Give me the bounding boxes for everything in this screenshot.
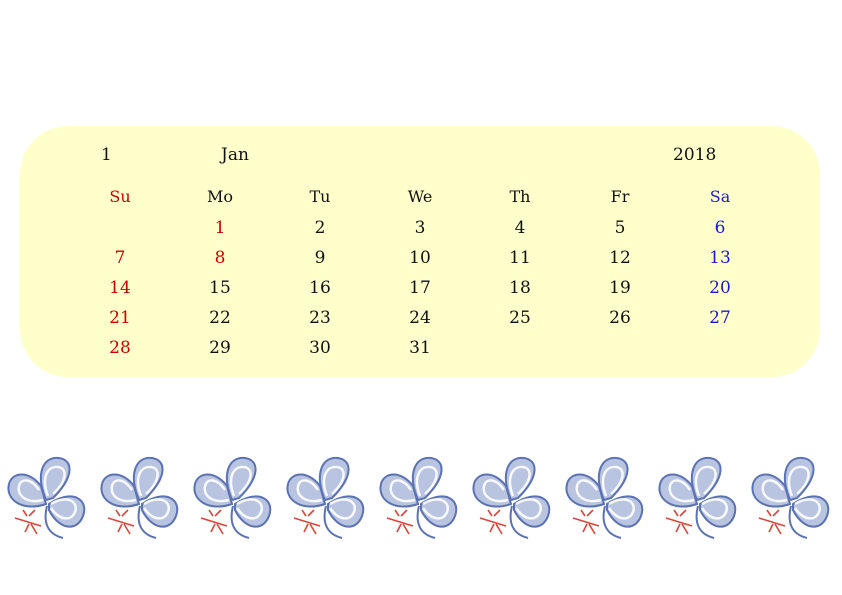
day-cell: 31 — [409, 338, 431, 358]
weekday-header: Mo — [206, 187, 233, 206]
empty-day-cell — [470, 333, 570, 363]
day-cell: 13 — [709, 248, 731, 268]
day-cell: 30 — [309, 338, 331, 358]
day-cell: 22 — [209, 308, 231, 328]
day-cell: 9 — [314, 248, 326, 268]
day-cell: 14 — [109, 278, 131, 298]
month-number: 1 — [101, 145, 112, 165]
clover-dragonfly-icon — [375, 452, 461, 542]
day-cell: 17 — [409, 278, 431, 298]
day-cell: 20 — [709, 278, 731, 298]
day-cell: 28 — [109, 338, 131, 358]
weekday-header: We — [407, 187, 433, 206]
day-cell: 16 — [309, 278, 331, 298]
clover-dragonfly-icon — [747, 452, 833, 542]
clover-dragonfly-icon — [282, 452, 368, 542]
month-name: Jan — [221, 145, 249, 165]
clover-dragonfly-icon — [96, 452, 182, 542]
weekday-header: Sa — [709, 187, 731, 206]
day-cell: 7 — [114, 248, 126, 268]
day-cell: 2 — [314, 218, 326, 238]
weekday-header: Su — [109, 187, 131, 206]
day-cell: 12 — [609, 248, 631, 268]
clover-dragonfly-icon — [189, 452, 275, 542]
day-cell: 5 — [614, 218, 626, 238]
clover-dragonfly-icon — [468, 452, 554, 542]
clover-decoration-row — [0, 452, 842, 544]
day-cell: 26 — [609, 308, 631, 328]
empty-day-cell — [70, 213, 170, 243]
day-cell: 1 — [214, 218, 226, 238]
day-cell: 24 — [409, 308, 431, 328]
calendar-card: 1 Jan 2018 Su Mo Tu We Th Fr Sa 1 2 3 4 5 6 7 8 9 10 11 12… — [20, 126, 820, 377]
empty-day-cell — [670, 333, 770, 363]
weekday-header: Fr — [610, 187, 630, 206]
day-cell: 19 — [609, 278, 631, 298]
empty-day-cell — [570, 333, 670, 363]
weekday-header: Tu — [309, 187, 331, 206]
calendar-grid: Su Mo Tu We Th Fr Sa 1 2 3 4 5 6 7 8 9 10 11 12 13 14 15 16 17 1… — [70, 183, 770, 363]
day-cell: 11 — [509, 248, 531, 268]
day-cell: 8 — [214, 248, 226, 268]
day-cell: 15 — [209, 278, 231, 298]
year: 2018 — [673, 145, 717, 165]
day-cell: 21 — [109, 308, 131, 328]
day-cell: 18 — [509, 278, 531, 298]
clover-dragonfly-icon — [3, 452, 89, 542]
weekday-header: Th — [509, 187, 531, 206]
day-cell: 23 — [309, 308, 331, 328]
day-cell: 10 — [409, 248, 431, 268]
day-cell: 6 — [714, 218, 726, 238]
day-cell: 29 — [209, 338, 231, 358]
day-cell: 25 — [509, 308, 531, 328]
clover-dragonfly-icon — [561, 452, 647, 542]
clover-dragonfly-icon — [654, 452, 740, 542]
day-cell: 27 — [709, 308, 731, 328]
day-cell: 4 — [514, 218, 526, 238]
day-cell: 3 — [414, 218, 426, 238]
